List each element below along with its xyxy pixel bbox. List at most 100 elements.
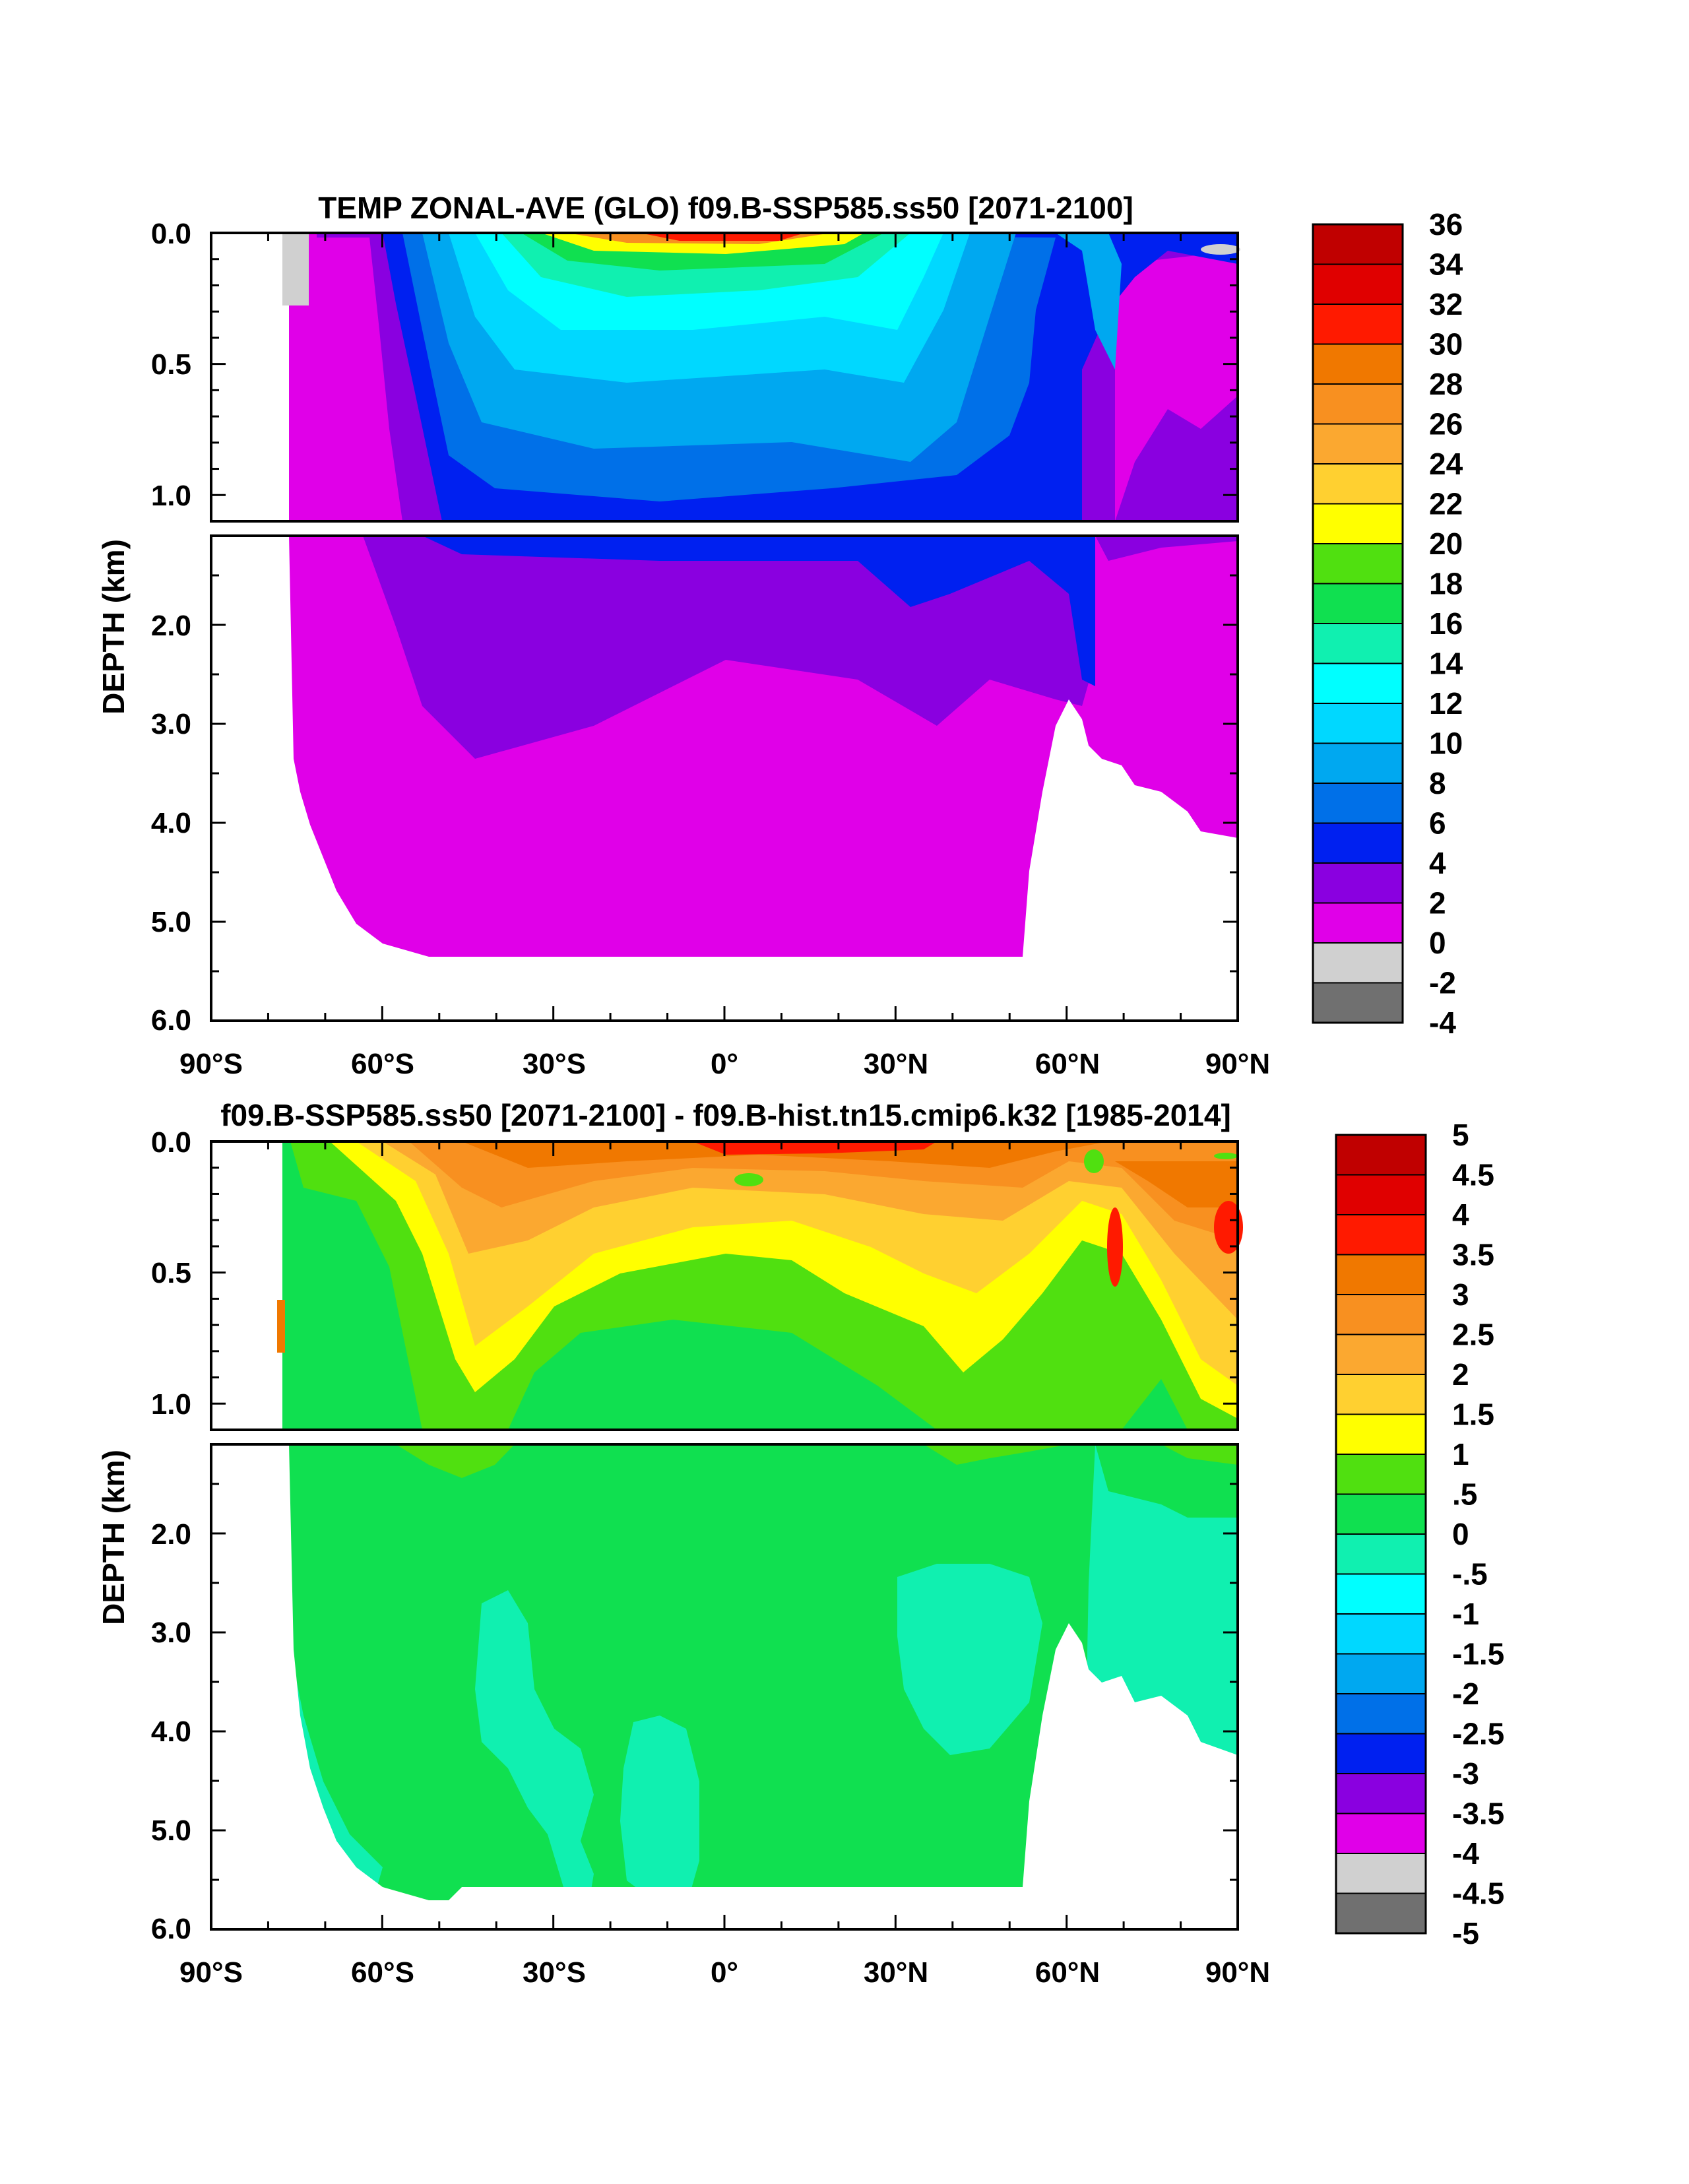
p1-ytick: 4.0 [151, 807, 191, 839]
colorbar-swatch [1335, 1134, 1426, 1176]
colorbar-label: -3 [1452, 1756, 1479, 1791]
colorbar-swatch [1335, 1773, 1426, 1815]
colorbar-swatch [1312, 902, 1403, 944]
p2u-orange3 [409, 1141, 1238, 1240]
colorbar-frame [1312, 223, 1404, 1024]
colorbar-swatch [1335, 1892, 1426, 1934]
p1u-gray-antarctic [282, 233, 309, 305]
p1u-cyan-ridge [1056, 233, 1122, 369]
colorbar-label: 30 [1429, 327, 1463, 362]
colorbar-label: 34 [1429, 247, 1463, 282]
colorbar-label: -4.5 [1452, 1877, 1504, 1911]
colorbar-swatch [1312, 423, 1403, 465]
colorbar-swatch [1335, 1653, 1426, 1694]
p1-ytick: 1.0 [151, 480, 191, 512]
axis-ticks [210, 232, 1239, 1931]
p2l-seafloor [211, 1444, 1238, 1929]
colorbar-swatch [1335, 1493, 1426, 1535]
colorbar-label: 2.5 [1452, 1318, 1494, 1352]
colorbar-label: -3.5 [1452, 1797, 1504, 1831]
panel-2-colorbar: 54.543.532.521.51.50-.5-1-1.5-2-2.5-3-3.… [1335, 1118, 1504, 1950]
p2u-green-blob3 [1214, 1153, 1238, 1159]
p2-ylabel: DEPTH (km) [96, 1450, 131, 1625]
p2u-green-blob [734, 1173, 763, 1186]
colorbar-label: 20 [1429, 527, 1463, 561]
p2-ytick: 6.0 [151, 1913, 191, 1945]
p1u-gray-arctic [1201, 244, 1240, 255]
colorbar-swatch [1335, 1613, 1426, 1655]
p1u-blank-south2 [282, 305, 289, 521]
colorbar-swatch [1312, 503, 1403, 544]
colorbar-label: 26 [1429, 407, 1463, 441]
panel-1: TEMP ZONAL-AVE (GLO) f09.B-SSP585.ss50 [… [96, 191, 1270, 1080]
p2-ytick: 5.0 [151, 1815, 191, 1847]
p1u-blank-south [211, 233, 282, 521]
colorbar-swatch [1312, 742, 1403, 784]
colorbar-label: 14 [1429, 647, 1463, 681]
p2l-teal-south [475, 1590, 594, 1913]
colorbar-swatch [1312, 822, 1403, 864]
p2-xticklabels: 90°S 60°S 30°S 0° 30°N 60°N 90°N [179, 1956, 1270, 1989]
colorbar-label: 3 [1452, 1277, 1469, 1312]
panel-2: f09.B-SSP585.ss50 [2071-2100] - f09.B-hi… [96, 1098, 1270, 1989]
colorbar-swatch [1312, 263, 1403, 305]
p2l-teal-sub [897, 1564, 1042, 1755]
p1-ytick: 2.0 [151, 610, 191, 642]
p1-ytick: 0.0 [151, 218, 191, 250]
p2-ytick: 3.0 [151, 1617, 191, 1649]
colorbar-label: 4.5 [1452, 1158, 1494, 1192]
colorbar-label: 18 [1429, 567, 1463, 601]
colorbar-label: 1 [1452, 1437, 1469, 1471]
p2l-lightgreen [396, 1444, 1238, 1478]
colorbar-swatch [1312, 463, 1403, 505]
colorbar-swatch [1335, 1573, 1426, 1615]
p1-ytick: 6.0 [151, 1004, 191, 1037]
p2u-red-arctic2 [1107, 1207, 1123, 1287]
colorbar-label: 10 [1429, 726, 1463, 761]
colorbar-swatch [1312, 304, 1403, 345]
p2-ytick: 0.5 [151, 1257, 191, 1289]
p1-xticklabels: 90°S 60°S 30°S 0° 30°N 60°N 90°N [179, 1048, 1270, 1080]
colorbar-swatch [1312, 224, 1403, 265]
colorbar-swatch [1335, 1214, 1426, 1256]
colorbar-swatch [1312, 942, 1403, 984]
colorbar-swatch [1335, 1374, 1426, 1415]
colorbar-label: 24 [1429, 447, 1463, 481]
colorbar-swatch [1312, 783, 1403, 824]
colorbar-label: -2.5 [1452, 1717, 1504, 1751]
p1-xtick: 60°S [351, 1048, 414, 1080]
colorbar-label: 0 [1429, 926, 1446, 960]
p1-ytick: 5.0 [151, 906, 191, 938]
colorbar-swatch [1335, 1454, 1426, 1495]
colorbar-frame [1335, 1134, 1427, 1935]
p1u-red [640, 233, 805, 241]
panel-1-upper-field [211, 233, 1240, 521]
colorbar-label: -2 [1452, 1677, 1479, 1711]
colorbar-label: -2 [1429, 966, 1456, 1000]
p2-xtick: 90°S [179, 1956, 243, 1989]
p2u-red-arctic [1214, 1201, 1243, 1254]
colorbar-swatch [1335, 1254, 1426, 1295]
p2-xtick: 30°S [523, 1956, 586, 1989]
colorbar-swatch [1312, 703, 1403, 744]
colorbar-swatch [1335, 1693, 1426, 1735]
colorbar-label: -5 [1452, 1916, 1479, 1950]
p2u-green-blob2 [1084, 1149, 1104, 1173]
colorbar-label: -1.5 [1452, 1637, 1504, 1671]
p2u-orange35 [462, 1141, 1238, 1207]
colorbar-swatch [1312, 862, 1403, 904]
p1-xtick: 30°S [523, 1048, 586, 1080]
colorbar-label: 28 [1429, 367, 1463, 401]
colorbar-swatch [1335, 1333, 1426, 1375]
p1l-north-purple [1095, 536, 1238, 561]
p2-ytick: 4.0 [151, 1716, 191, 1748]
colorbar-swatch [1335, 1853, 1426, 1894]
colorbar-label: 2 [1452, 1357, 1469, 1392]
colorbar-swatch [1312, 662, 1403, 704]
panel-2-lower-field [211, 1444, 1238, 1929]
p2l-teal-eq [620, 1716, 699, 1907]
colorbar-swatch [1335, 1294, 1426, 1335]
colorbar-label: 16 [1429, 606, 1463, 641]
colorbar-swatch [1312, 543, 1403, 585]
